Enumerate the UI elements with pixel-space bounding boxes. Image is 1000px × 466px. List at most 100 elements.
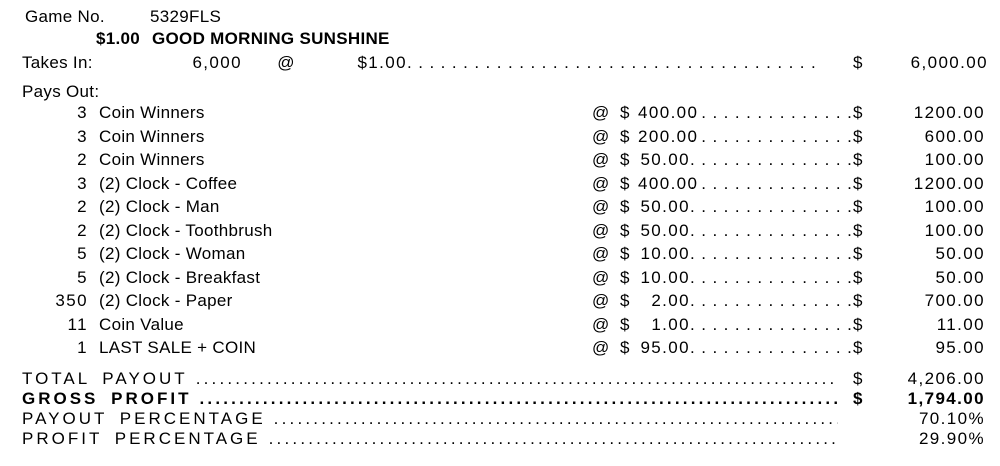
payout-unit-amount: 2.00 <box>651 291 690 311</box>
takes-in-row: Takes In: 6,000 @ $1.00 $ 6,000.00 <box>22 53 988 73</box>
takes-in-label: Takes In: <box>22 53 93 72</box>
summary-rows: TOTAL PAYOUT $ 4,206.00 GROSS PROFIT $ 1… <box>22 369 985 449</box>
summary-value: 29.90% <box>918 429 985 448</box>
payout-total-amount: 100.00 <box>924 220 985 240</box>
summary-label: PROFIT PERCENTAGE <box>22 429 261 448</box>
currency-symbol: $ <box>620 314 630 334</box>
currency-symbol: $ <box>853 267 863 287</box>
pays-out-label: Pays Out: <box>22 82 100 101</box>
payout-item-name: (2) Clock - Toothbrush <box>99 220 273 240</box>
takes-in-unit-price: $1.00 <box>357 53 407 72</box>
dot-leader <box>690 242 853 266</box>
payout-quantity: 3 <box>77 173 88 193</box>
currency-symbol: $ <box>853 314 863 334</box>
dot-leader <box>274 409 838 429</box>
payout-item-name: Coin Winners <box>99 126 205 146</box>
payout-total-amount: 1200.00 <box>913 173 985 193</box>
dot-leader <box>690 125 853 149</box>
dot-leader <box>199 389 838 409</box>
takes-in-quantity: 6,000 <box>192 53 242 72</box>
payout-quantity: 3 <box>77 103 88 122</box>
payout-row: 5 (2) Clock - Breakfast @ $ 10.00 $ 50.0… <box>0 266 1000 290</box>
payout-unit-amount: 10.00 <box>640 244 690 264</box>
dot-leader <box>690 195 853 219</box>
payout-row: 5 (2) Clock - Woman @ $ 10.00 $ 50.00 <box>0 242 1000 266</box>
currency-symbol: $ <box>853 103 863 122</box>
payout-quantity: 2 <box>77 150 88 170</box>
summary-label: TOTAL PAYOUT <box>22 369 188 388</box>
payout-unit-amount: 400.00 <box>638 103 699 122</box>
payout-quantity: 5 <box>77 267 88 287</box>
payout-total-amount: 600.00 <box>924 126 985 146</box>
at-symbol: @ <box>277 53 295 72</box>
currency-symbol: $ <box>853 53 863 72</box>
dot-leader <box>407 53 820 73</box>
summary-row: TOTAL PAYOUT $ 4,206.00 <box>22 369 985 389</box>
currency-symbol: $ <box>853 220 863 240</box>
payout-item-name: (2) Clock - Paper <box>99 291 233 311</box>
payout-quantity: 5 <box>77 244 88 264</box>
dot-leader <box>690 266 853 290</box>
dot-leader <box>690 313 853 337</box>
payout-quantity: 2 <box>77 197 88 217</box>
payout-row: 3 Coin Winners @ $ 200.00 $ 600.00 <box>0 125 1000 149</box>
payout-total-amount: 11.00 <box>936 314 985 334</box>
payout-row: 2 (2) Clock - Toothbrush @ $ 50.00 $ 100… <box>0 219 1000 243</box>
payout-unit-amount: 200.00 <box>638 126 699 146</box>
payout-quantity: 11 <box>67 314 88 334</box>
currency-symbol: $ <box>853 173 863 193</box>
payout-item-name: Coin Value <box>99 314 184 334</box>
currency-symbol <box>853 409 871 429</box>
payout-item-name: (2) Clock - Man <box>99 197 220 217</box>
at-symbol: @ <box>592 244 610 264</box>
header-title-row: $1.00 GOOD MORNING SUNSHINE <box>0 29 960 49</box>
at-symbol: @ <box>592 314 610 334</box>
payout-item-name: (2) Clock - Woman <box>99 244 246 264</box>
summary-label: PAYOUT PERCENTAGE <box>22 409 266 428</box>
payout-total-amount: 95.00 <box>935 338 985 358</box>
payout-unit-amount: 50.00 <box>640 197 690 217</box>
payout-row: 3 (2) Clock - Coffee @ $ 400.00 $ 1200.0… <box>0 172 1000 196</box>
summary-row: GROSS PROFIT $ 1,794.00 <box>22 389 985 409</box>
takes-in-total: 6,000.00 <box>910 53 988 72</box>
payout-quantity: 1 <box>77 338 88 358</box>
ticket-price: $1.00 <box>95 29 140 48</box>
summary-label: GROSS PROFIT <box>22 389 192 408</box>
payout-total-amount: 50.00 <box>935 267 985 287</box>
currency-symbol: $ <box>620 150 630 170</box>
payout-item-name: (2) Clock - Breakfast <box>99 267 261 287</box>
payout-unit-amount: 50.00 <box>640 220 690 240</box>
payout-unit-amount: 95.00 <box>640 338 690 358</box>
currency-symbol: $ <box>620 173 630 193</box>
payout-unit-amount: 50.00 <box>640 150 690 170</box>
payout-quantity: 3 <box>77 126 88 146</box>
game-no-label: Game No. <box>25 7 105 26</box>
dot-leader <box>269 429 838 449</box>
summary-value: 4,206.00 <box>907 369 985 388</box>
dot-leader <box>690 172 853 196</box>
payout-total-amount: 50.00 <box>935 244 985 264</box>
at-symbol: @ <box>592 103 610 122</box>
dot-leader <box>690 289 853 313</box>
currency-symbol: $ <box>853 338 863 358</box>
payout-row: 1 LAST SALE + COIN @ $ 95.00 $ 95.00 <box>0 336 1000 360</box>
summary-row: PAYOUT PERCENTAGE 70.10% <box>22 409 985 429</box>
dot-leader <box>690 101 853 125</box>
at-symbol: @ <box>592 173 610 193</box>
currency-symbol: $ <box>620 103 630 122</box>
currency-symbol <box>853 429 871 449</box>
payout-item-name: Coin Winners <box>99 103 205 122</box>
summary-value: 70.10% <box>918 409 985 428</box>
payout-quantity: 2 <box>77 220 88 240</box>
payout-item-name: (2) Clock - Coffee <box>99 173 238 193</box>
payout-total-amount: 100.00 <box>924 197 985 217</box>
currency-symbol: $ <box>620 126 630 146</box>
payout-item-name: Coin Winners <box>99 150 205 170</box>
summary-value: 1,794.00 <box>907 389 985 408</box>
dot-leader <box>690 148 853 172</box>
currency-symbol: $ <box>853 150 863 170</box>
currency-symbol: $ <box>853 369 863 388</box>
dot-leader <box>690 336 853 360</box>
at-symbol: @ <box>592 220 610 240</box>
